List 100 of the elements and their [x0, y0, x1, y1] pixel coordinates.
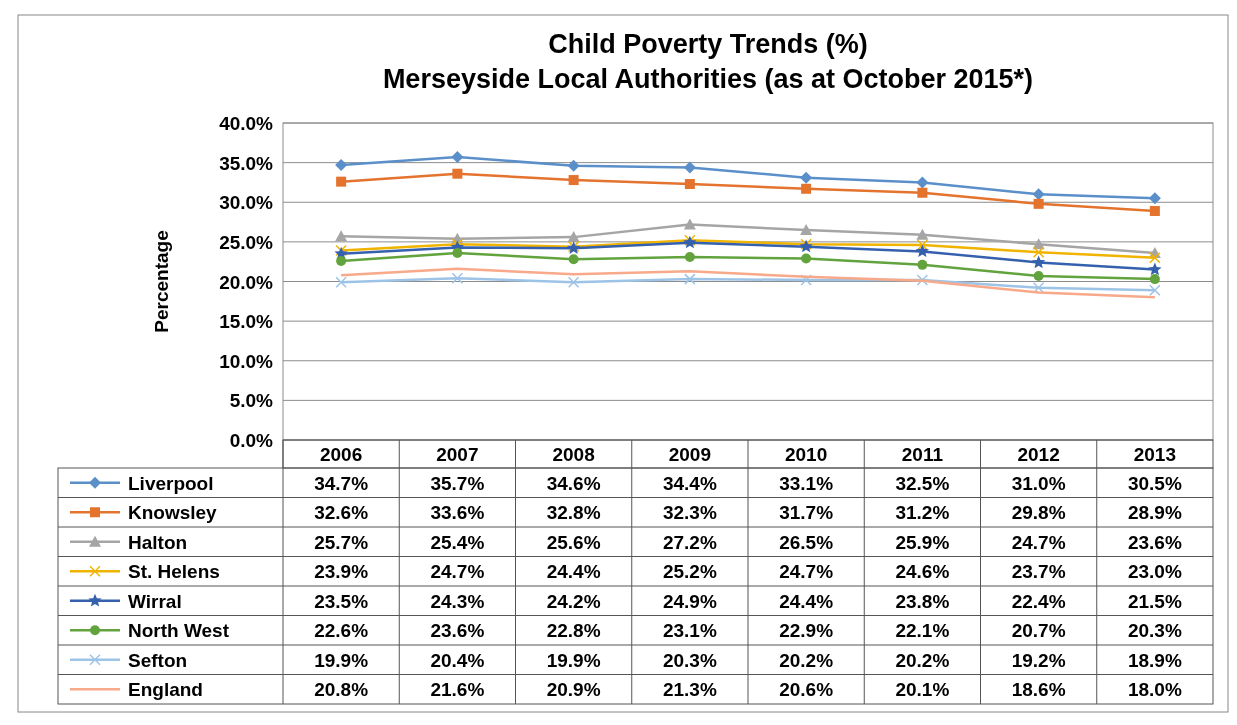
y-tick-label: 30.0% — [219, 192, 274, 214]
data-label: 34.4% — [662, 472, 717, 494]
data-label: 25.2% — [662, 561, 717, 583]
legend-label: Knowsley — [128, 502, 218, 524]
point — [1033, 198, 1044, 209]
data-label: 32.3% — [662, 502, 717, 524]
point — [451, 151, 464, 164]
data-label: 25.7% — [314, 531, 369, 553]
data-label: 24.6% — [895, 561, 950, 583]
y-tick-label: 20.0% — [219, 271, 274, 293]
legend-label: England — [128, 679, 203, 701]
point — [335, 276, 347, 289]
point — [800, 171, 813, 184]
point — [567, 276, 580, 289]
x-tick-label: 2011 — [901, 444, 944, 465]
data-label: 20.9% — [546, 679, 601, 701]
data-label: 23.6% — [1127, 531, 1182, 553]
point — [336, 255, 347, 266]
legend-label: Wirral — [128, 590, 182, 612]
point — [1033, 270, 1044, 281]
data-label: 23.0% — [1127, 561, 1182, 583]
data-label: 24.9% — [662, 590, 717, 612]
x-tick-label: 2010 — [784, 444, 828, 465]
point — [1149, 274, 1160, 285]
legend-label: Liverpool — [128, 472, 214, 494]
x-tick-label: 2009 — [668, 444, 712, 465]
data-label: 34.6% — [546, 472, 601, 494]
data-label: 34.7% — [314, 472, 369, 494]
data-label: 35.7% — [430, 472, 485, 494]
y-tick-label: 25.0% — [219, 231, 274, 253]
data-label: 21.6% — [430, 679, 485, 701]
point — [1149, 251, 1161, 264]
x-tick-label: 2007 — [436, 444, 479, 465]
data-label: 23.1% — [662, 620, 717, 642]
data-label: 23.9% — [314, 561, 369, 583]
data-label: 22.8% — [546, 620, 601, 642]
data-label: 24.2% — [546, 590, 601, 612]
legend-label: Halton — [128, 531, 188, 553]
data-label: 20.4% — [430, 649, 485, 671]
legend-label: North West — [128, 620, 230, 642]
data-label: 20.1% — [895, 679, 950, 701]
point — [683, 218, 696, 230]
data-label: 19.2% — [1011, 649, 1066, 671]
y-tick-label: 5.0% — [229, 390, 274, 412]
point — [916, 228, 929, 240]
x-tick-label: 2006 — [319, 444, 363, 465]
data-label: 20.2% — [779, 649, 834, 671]
point — [800, 274, 812, 286]
point — [684, 273, 696, 285]
data-label: 31.0% — [1011, 472, 1066, 494]
point — [917, 187, 928, 198]
y-tick-label: 0.0% — [229, 430, 274, 451]
data-label: 31.2% — [895, 502, 950, 524]
data-label: 23.5% — [314, 590, 369, 612]
point — [801, 253, 812, 264]
point — [915, 244, 930, 258]
legend-label: St. Helens — [128, 561, 220, 583]
point — [335, 159, 348, 171]
data-label: 20.8% — [314, 679, 369, 701]
data-label: 31.7% — [779, 502, 834, 524]
data-label: 20.3% — [1127, 620, 1182, 642]
y-axis-title: Percentage — [151, 230, 172, 333]
data-label: 22.6% — [314, 620, 369, 642]
data-label: 19.9% — [314, 649, 369, 671]
data-label: 23.8% — [895, 590, 950, 612]
data-label: 23.7% — [1011, 561, 1066, 583]
data-label: 24.7% — [1011, 531, 1066, 553]
legend-label: Sefton — [128, 649, 188, 671]
data-label: 18.9% — [1127, 649, 1182, 671]
point — [1031, 255, 1046, 269]
point — [916, 239, 929, 251]
point — [567, 231, 580, 243]
data-label: 24.4% — [546, 561, 601, 583]
data-label: 20.2% — [895, 649, 950, 671]
point — [1032, 246, 1045, 258]
point — [683, 161, 696, 174]
point — [1149, 284, 1161, 296]
data-label: 24.4% — [779, 590, 834, 612]
data-label: 22.9% — [779, 620, 834, 642]
point — [568, 175, 579, 186]
data-label: 32.5% — [895, 472, 950, 494]
data-label: 33.1% — [779, 472, 834, 494]
point — [1149, 205, 1160, 216]
x-tick-label: 2008 — [552, 444, 595, 465]
data-label: 20.7% — [1011, 620, 1066, 642]
data-label: 21.5% — [1127, 590, 1182, 612]
data-label: 20.6% — [779, 679, 834, 701]
data-label: 18.6% — [1011, 679, 1066, 701]
data-label: 32.6% — [314, 502, 369, 524]
data-label: 26.5% — [779, 531, 834, 553]
data-label: 18.0% — [1127, 679, 1182, 701]
data-label: 22.4% — [1011, 590, 1066, 612]
data-label: 29.8% — [1011, 502, 1066, 524]
point — [1148, 262, 1162, 276]
point — [916, 274, 929, 286]
point — [336, 176, 347, 187]
data-label: 25.4% — [430, 531, 485, 553]
data-label: 28.9% — [1127, 502, 1182, 524]
x-tick-label: 2013 — [1133, 444, 1177, 465]
data-label: 24.7% — [430, 561, 485, 583]
